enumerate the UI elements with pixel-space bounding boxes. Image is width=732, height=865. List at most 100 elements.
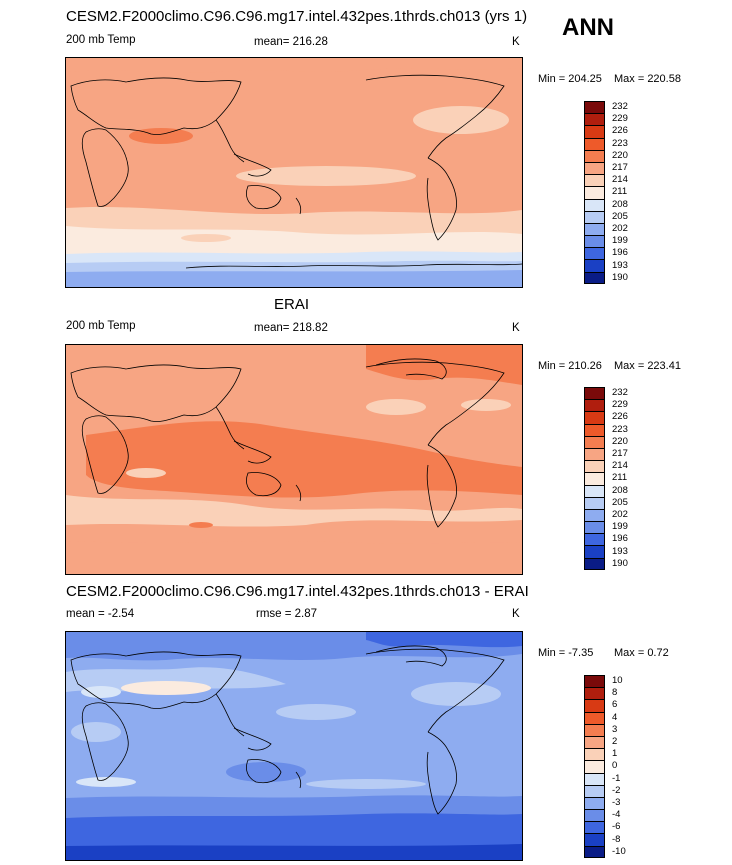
panel3-colorbar-box xyxy=(584,687,605,700)
panel3-colorbar-box xyxy=(584,821,605,834)
panel2-colorbar-box xyxy=(584,435,605,448)
panel2-variable-label: 200 mb Temp xyxy=(66,320,136,332)
panel1-colorbar-box xyxy=(584,235,605,248)
panel1-colorbar-box xyxy=(584,222,605,236)
panel1-colorbar-tick-label: 190 xyxy=(612,271,628,283)
panel2-colorbar-box xyxy=(584,545,605,558)
panel3-colorbar-box xyxy=(584,735,605,749)
panel2-colorbar-box xyxy=(584,399,605,412)
panel3-units-label: K xyxy=(512,608,520,620)
panel3-colorbar-tick-label: -2 xyxy=(612,784,621,796)
panel3-colorbar-tick-label: 4 xyxy=(612,711,618,723)
panel3-rmse-label: rmse = 2.87 xyxy=(256,608,318,620)
panel2-colorbar-box xyxy=(584,472,605,485)
panel1-colorbar-box xyxy=(584,247,605,260)
panel3-colorbar-box xyxy=(584,845,605,858)
panel2-tropical-warm-band xyxy=(86,421,522,498)
season-label: ANN xyxy=(562,14,614,41)
panel1-colorbar-tick-label: 199 xyxy=(612,235,628,247)
panel3-min-label: Min = -7.35 xyxy=(538,647,594,659)
panel2-colorbar-box xyxy=(584,557,605,570)
panel3-colorbar-box xyxy=(584,784,605,797)
panel2-coastlines xyxy=(70,358,505,528)
panel3-colorbar-tick-label: 10 xyxy=(612,675,623,686)
panel2-colorbar-box xyxy=(584,387,605,400)
panel2-title: ERAI xyxy=(274,296,310,313)
panel3-colorbar-tick-label: -4 xyxy=(612,809,621,821)
panel1-colorbar-tick-label: 208 xyxy=(612,198,628,210)
panel2-colorbar-box xyxy=(584,460,605,473)
panel3-coastlines xyxy=(70,645,505,815)
panel1-colorbar-tick-label: 193 xyxy=(612,259,628,271)
panel3-colorbar-tick-label: -10 xyxy=(612,845,626,857)
panel1-na-light-patch xyxy=(413,106,509,134)
panel1-colorbar-box xyxy=(584,198,605,211)
panel3-colorbar-box xyxy=(584,833,605,846)
panel2-colorbar-tick-label: 199 xyxy=(612,521,628,533)
panel3-colorbar-tick-label: -8 xyxy=(612,833,621,845)
panel3-colorbar-box xyxy=(584,699,605,712)
panel3-colorbar-box xyxy=(584,723,605,736)
panel3-colorbar-box xyxy=(584,796,605,810)
panel1-colorbar-box xyxy=(584,101,605,114)
panel3-map xyxy=(65,631,523,861)
panel3-colorbar-tick-label: 3 xyxy=(612,723,618,735)
panel2-colorbar-tick-label: 196 xyxy=(612,533,628,545)
panel1-coastlines xyxy=(70,74,522,269)
panel2-colorbar-tick-label: 220 xyxy=(612,435,628,447)
panel2-colorbar: 232 229 226 223 220 217 214 211 208 205 202 199 196 1… xyxy=(584,387,628,570)
panel1-units-label: K xyxy=(512,36,520,48)
panel3-colorbar-boxes xyxy=(584,675,605,858)
panel1-variable-label: 200 mb Temp xyxy=(66,34,136,46)
panel2-colorbar-tick-label: 202 xyxy=(612,509,628,520)
panel2-colorbar-box xyxy=(584,533,605,546)
panel1-colorbar-box xyxy=(584,137,605,150)
panel1-colorbar-box xyxy=(584,113,605,126)
panel1-colorbar-box xyxy=(584,174,605,187)
panel2-map xyxy=(65,344,523,575)
panel1-colorbar-box xyxy=(584,259,605,272)
panel2-colorbar-box xyxy=(584,411,605,424)
panel1-title: CESM2.F2000climo.C96.C96.mg17.intel.432p… xyxy=(66,8,528,25)
panel2-colorbar-tick-label: 193 xyxy=(612,545,628,557)
panel1-colorbar-tick-label: 205 xyxy=(612,210,628,222)
panel3-title: CESM2.F2000climo.C96.C96.mg17.intel.432p… xyxy=(66,583,529,600)
panel1-colorbar-boxes xyxy=(584,101,605,284)
panel2-colorbar-box xyxy=(584,423,605,436)
panel1-colorbar-box xyxy=(584,161,605,175)
panel3-colorbar-tick-label: 1 xyxy=(612,748,618,760)
panel2-mean-label: mean= 218.82 xyxy=(254,322,328,334)
panel3-colorbar-box xyxy=(584,809,605,822)
panel3-max-label: Max = 0.72 xyxy=(614,647,669,659)
panel1-max-label: Max = 220.58 xyxy=(614,73,681,85)
panel3-colorbar-tick-label: 8 xyxy=(612,687,618,699)
panel2-colorbar-tick-label: 190 xyxy=(612,557,628,569)
panel3-colorbar-tick-label: -3 xyxy=(612,797,621,808)
panel3-colorbar-box xyxy=(584,748,605,761)
panel1-colorbar-tick-label: 232 xyxy=(612,101,628,112)
panel2-colorbar-box xyxy=(584,447,605,461)
panel1-colorbar-tick-label: 214 xyxy=(612,174,628,186)
panel2-colorbar-tick-label: 205 xyxy=(612,496,628,508)
panel1-colorbar-tick-label: 229 xyxy=(612,113,628,125)
panel1-colorbar-box xyxy=(584,271,605,284)
panel2-colorbar-tick-label: 226 xyxy=(612,411,628,423)
panel3-colorbar: 10 8 6 4 3 2 1 0 -1 -2 -3 -4 -6 -8 -10 xyxy=(584,675,626,858)
panel3-colorbar-box xyxy=(584,772,605,785)
panel3-colorbar-tick-label: 0 xyxy=(612,760,618,772)
panel1-map xyxy=(65,57,523,288)
panel2-colorbar-boxes xyxy=(584,387,605,570)
panel3-contour-field xyxy=(66,632,522,860)
panel3-colorbar-box xyxy=(584,760,605,773)
panel2-colorbar-tick-label: 223 xyxy=(612,423,628,435)
panel1-mean-label: mean= 216.28 xyxy=(254,36,328,48)
panel2-colorbar-tick-label: 229 xyxy=(612,399,628,411)
panel3-colorbar-tick-label: 6 xyxy=(612,699,618,711)
panel2-max-label: Max = 223.41 xyxy=(614,360,681,372)
panel3-colorbar-tick-label: -6 xyxy=(612,821,621,833)
panel2-colorbar-tick-label: 208 xyxy=(612,484,628,496)
panel1-colorbar-tick-label: 202 xyxy=(612,223,628,234)
panel2-colorbar-box xyxy=(584,508,605,522)
panel3-mean-label: mean = -2.54 xyxy=(66,608,135,620)
panel2-colorbar-tick-label: 217 xyxy=(612,448,628,459)
